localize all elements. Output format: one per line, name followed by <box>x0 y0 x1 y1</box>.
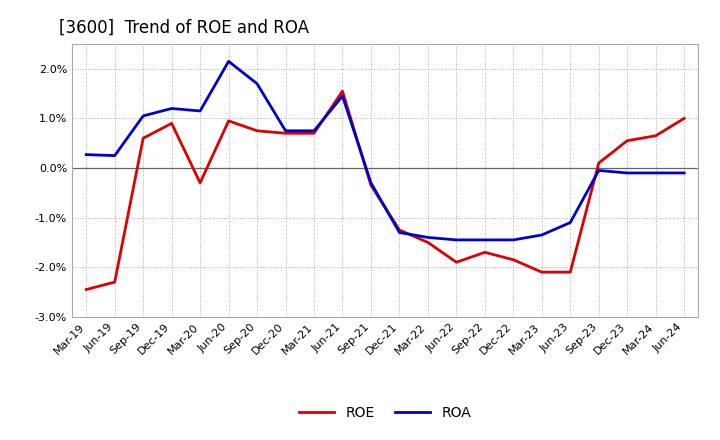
Text: [3600]  Trend of ROE and ROA: [3600] Trend of ROE and ROA <box>60 19 310 37</box>
ROE <box>595 161 603 166</box>
ROE <box>110 279 119 285</box>
ROA <box>652 170 660 176</box>
ROA <box>139 113 148 118</box>
ROA <box>253 81 261 86</box>
ROA <box>395 230 404 235</box>
ROE <box>509 257 518 262</box>
ROA <box>225 59 233 64</box>
ROE <box>452 260 461 265</box>
ROA <box>110 153 119 158</box>
ROE <box>680 116 688 121</box>
ROA <box>595 168 603 173</box>
ROA <box>509 237 518 242</box>
ROE <box>139 136 148 141</box>
ROE <box>282 131 290 136</box>
ROA <box>423 235 432 240</box>
ROA <box>680 170 688 176</box>
ROE <box>623 138 631 143</box>
ROA <box>480 237 489 242</box>
ROE <box>253 128 261 133</box>
ROA <box>338 93 347 99</box>
ROA <box>82 152 91 157</box>
ROE <box>82 287 91 292</box>
Legend: ROE, ROA: ROE, ROA <box>300 406 471 420</box>
ROA <box>282 128 290 133</box>
ROA <box>310 128 318 133</box>
ROE <box>480 249 489 255</box>
ROE <box>537 270 546 275</box>
ROE <box>167 121 176 126</box>
ROA <box>537 232 546 238</box>
ROE <box>366 183 375 188</box>
ROA <box>623 170 631 176</box>
ROE <box>225 118 233 124</box>
ROE <box>338 88 347 94</box>
ROE <box>395 227 404 233</box>
ROA <box>366 180 375 186</box>
ROE <box>196 180 204 186</box>
ROA <box>167 106 176 111</box>
ROE <box>423 240 432 245</box>
ROE <box>310 131 318 136</box>
ROA <box>452 237 461 242</box>
ROA <box>566 220 575 225</box>
ROE <box>566 270 575 275</box>
ROA <box>196 108 204 114</box>
Line: ROA: ROA <box>86 61 684 240</box>
Line: ROE: ROE <box>86 91 684 290</box>
ROE <box>652 133 660 139</box>
